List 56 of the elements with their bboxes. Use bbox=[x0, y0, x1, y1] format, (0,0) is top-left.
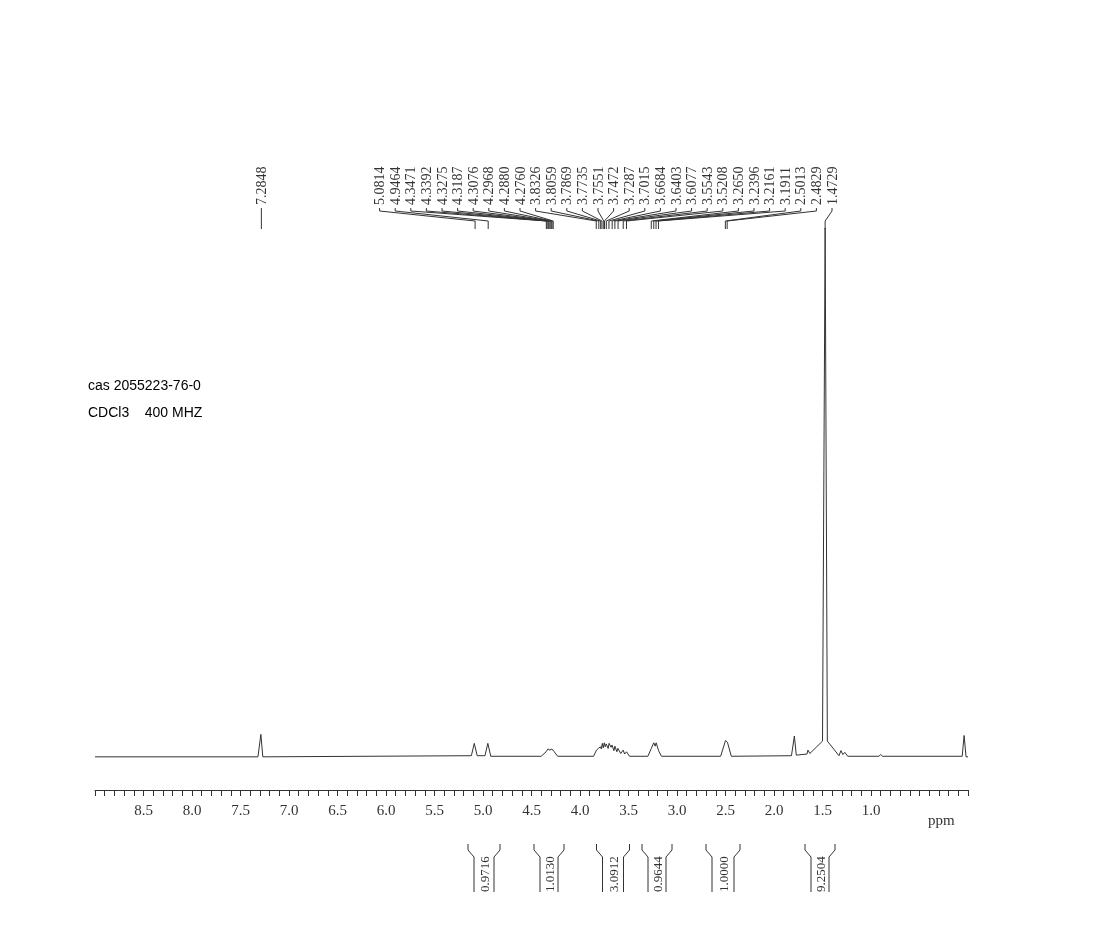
text: 1.0000 bbox=[715, 856, 731, 892]
annotation: 4.2760 bbox=[512, 166, 528, 205]
annotation: 3.7735 bbox=[574, 166, 590, 205]
annotation: 4.2968 bbox=[481, 166, 497, 205]
text: 0.9716 bbox=[476, 855, 492, 892]
x-tick-label: 7.5 bbox=[231, 801, 250, 818]
x-tick-label: 3.0 bbox=[667, 801, 687, 818]
annotation: 3.2396 bbox=[746, 166, 762, 205]
annotation: CDCl3 400 MHZ bbox=[88, 404, 203, 420]
annotation: 3.2161 bbox=[762, 166, 778, 205]
annotation: 3.8326 bbox=[528, 166, 544, 205]
annotation: 4.3392 bbox=[418, 166, 434, 205]
annotation: 4.3076 bbox=[465, 166, 481, 205]
annotation: 2.4829 bbox=[808, 166, 824, 205]
annotation: 3.7472 bbox=[606, 166, 622, 205]
x-tick-label: 5.5 bbox=[425, 801, 444, 818]
annotation: 3.7015 bbox=[637, 166, 653, 205]
x-tick-label: 8.0 bbox=[182, 801, 202, 818]
x-tick-label: 7.0 bbox=[279, 801, 299, 818]
x-tick-label: 6.5 bbox=[328, 801, 347, 818]
annotation: 3.6403 bbox=[668, 166, 684, 205]
annotation: 4.3471 bbox=[403, 166, 419, 205]
x-tick-label: 2.5 bbox=[716, 801, 735, 818]
annotation: 3.7869 bbox=[559, 166, 575, 205]
annotation: 3.8059 bbox=[543, 166, 559, 205]
annotation: cas 2055223-76-0 bbox=[88, 377, 202, 393]
annotation: 2.5013 bbox=[793, 166, 809, 205]
x-tick-label: 3.5 bbox=[619, 801, 638, 818]
annotation: 3.1911 bbox=[777, 167, 793, 205]
annotation: 3.5543 bbox=[699, 166, 715, 205]
annotation: 5.0814 bbox=[372, 166, 388, 205]
annotation: 3.6684 bbox=[652, 166, 668, 205]
x-tick-label: 4.0 bbox=[570, 801, 590, 818]
annotation: 4.2880 bbox=[496, 166, 512, 205]
annotation: 4.9464 bbox=[387, 166, 403, 205]
text: 0.9644 bbox=[649, 855, 665, 892]
x-tick-label: 1.0 bbox=[861, 801, 881, 818]
x-tick-label: 1.5 bbox=[813, 801, 832, 818]
x-tick-label: 5.0 bbox=[473, 801, 493, 818]
text: 1.0130 bbox=[541, 856, 557, 892]
text: 3.0912 bbox=[605, 856, 621, 892]
annotation: 4.3275 bbox=[434, 166, 450, 205]
annotation: 3.7287 bbox=[621, 166, 637, 205]
annotation: 7.2848 bbox=[253, 166, 269, 205]
annotation: 3.6077 bbox=[684, 166, 700, 205]
text: 9.2504 bbox=[812, 855, 828, 892]
x-tick-label: 6.0 bbox=[376, 801, 396, 818]
annotation: 4.3187 bbox=[450, 166, 466, 205]
x-axis-title: ppm bbox=[928, 811, 955, 828]
x-tick-label: 2.0 bbox=[764, 801, 784, 818]
annotation: 1.4729 bbox=[824, 166, 840, 205]
x-tick-label: 4.5 bbox=[522, 801, 541, 818]
x-tick-label: 8.5 bbox=[134, 801, 153, 818]
annotation: 3.2650 bbox=[730, 166, 746, 205]
annotation: 3.7551 bbox=[590, 166, 606, 205]
annotation: 3.5208 bbox=[715, 166, 731, 205]
